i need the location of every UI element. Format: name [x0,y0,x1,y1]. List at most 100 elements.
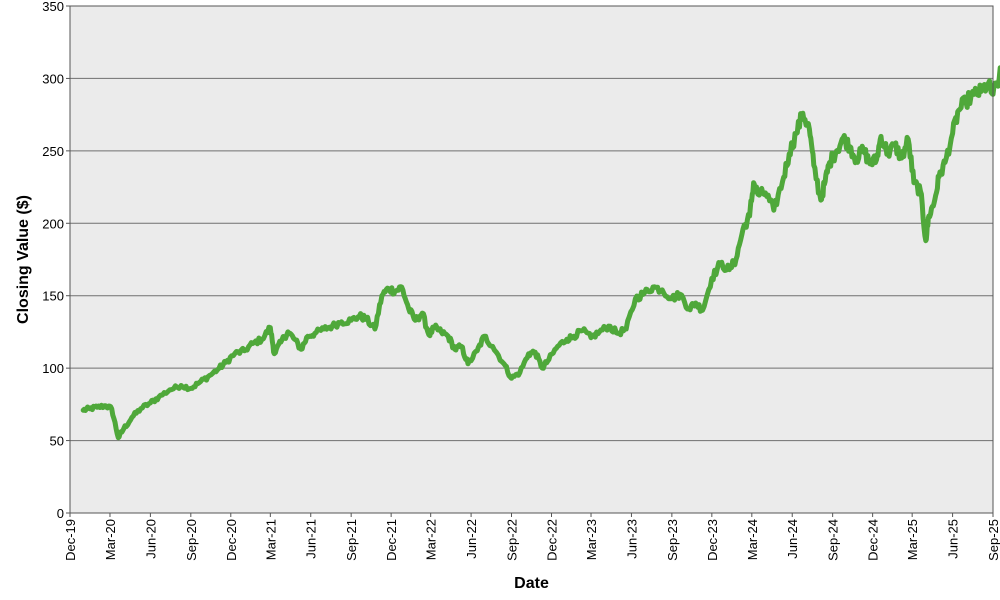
data-point [886,152,890,156]
data-point [116,436,120,440]
x-tick-label: Jun-23 [624,519,639,559]
data-point [694,301,698,305]
x-tick-label: Mar-22 [424,519,439,560]
data-point [453,347,457,351]
data-point [157,395,161,399]
data-point [358,314,361,318]
data-point [427,333,431,337]
data-point [924,239,928,243]
data-point [572,334,575,338]
data-point [861,147,865,151]
data-point [242,349,246,353]
data-point [607,324,611,328]
x-tick-label: Sep-20 [184,519,199,561]
data-point [678,292,682,296]
data-point [828,160,832,164]
data-point [589,336,593,340]
data-point [807,127,811,131]
data-point [179,384,183,387]
x-tick-label: Dec-20 [224,519,239,561]
data-point [823,179,827,183]
data-point [727,268,731,272]
data-point [932,201,936,205]
data-point [433,326,437,330]
y-axis: 0 50 100 150 200 250 300 350 [42,0,70,521]
y-tick-label: 100 [42,361,64,376]
data-point [701,308,705,312]
data-point [893,143,897,147]
data-point [139,407,143,411]
data-point [88,407,92,411]
y-tick-label: 150 [42,289,64,304]
x-tick-label: Dec-19 [63,519,78,561]
data-point [148,401,152,405]
data-point [633,297,637,301]
data-point [293,337,296,341]
data-point [206,375,210,379]
series-line [80,65,1000,441]
data-point [670,297,674,301]
data-point [533,350,537,354]
data-point [841,136,845,140]
data-point [812,163,816,167]
data-point [710,276,714,280]
data-point [660,288,664,292]
y-tick-label: 300 [42,71,64,86]
data-point [927,214,931,218]
x-tick-label: Dec-22 [544,519,559,561]
x-axis: Dec-19 Mar-20 Jun-20 Sep-20 Dec-20 Mar-21 Jun-… [63,513,1000,561]
data-point [835,149,839,153]
data-point [943,160,947,164]
data-point [597,330,601,334]
data-point [687,307,691,311]
data-point [168,388,172,392]
data-point [482,334,486,338]
data-point [986,82,990,86]
data-point [748,214,752,218]
data-point [349,318,353,322]
data-point [643,291,647,295]
data-point [251,342,255,345]
data-point [233,352,237,356]
x-tick-label: Mar-23 [584,519,599,560]
data-point [279,340,283,344]
data-point [466,362,470,366]
x-tick-label: Mar-25 [905,519,920,560]
data-point [364,317,368,321]
data-point [502,362,506,366]
data-point [763,191,767,195]
data-point [189,386,193,390]
data-point [527,352,531,356]
data-point [439,330,443,334]
data-point [581,329,585,332]
y-tick-label: 250 [42,144,64,159]
data-point [216,368,220,372]
data-point [110,407,114,411]
data-point [781,179,785,183]
data-point [491,344,495,348]
data-point [387,287,390,290]
x-tick-label: Sep-25 [986,519,1000,561]
data-point [912,181,916,185]
data-point [224,360,228,364]
data-point [547,358,551,361]
x-tick-label: Mar-24 [745,519,760,560]
data-point [286,330,290,334]
x-tick-label: Dec-24 [866,519,881,561]
x-tick-label: Jun-25 [946,519,961,559]
x-tick-label: Jun-21 [304,519,319,559]
data-point [340,320,343,324]
data-point [268,326,272,330]
data-point [540,366,544,370]
data-point [651,285,655,289]
data-point [801,111,805,115]
data-point [510,376,513,380]
data-point [624,327,628,331]
data-point [104,404,108,408]
data-point [848,145,852,148]
data-point [400,285,404,289]
data-point [393,289,397,293]
y-tick-label: 200 [42,216,64,231]
x-axis-title: Date [514,575,549,592]
